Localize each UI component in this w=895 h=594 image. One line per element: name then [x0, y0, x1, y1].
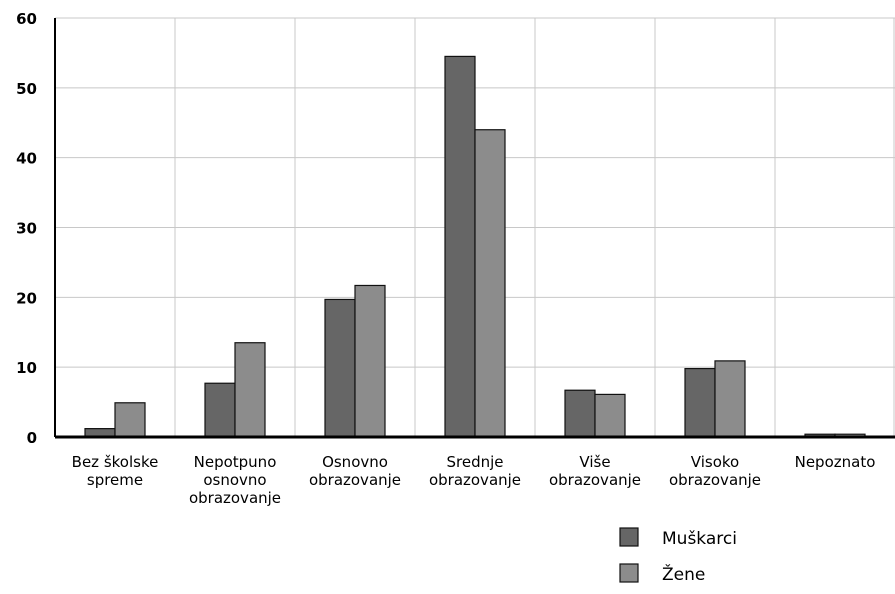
legend-label: Žene — [662, 563, 705, 585]
y-tick-label: 20 — [16, 289, 37, 307]
y-tick-label: 10 — [16, 359, 37, 377]
x-tick-label: Bez školske — [72, 453, 159, 471]
legend-swatch-muškarci — [619, 527, 639, 547]
bar-žene — [714, 360, 746, 438]
x-tick-label: Srednje — [446, 453, 503, 471]
x-tick-label: obrazovanje — [669, 471, 761, 489]
x-tick-label: Osnovno — [322, 453, 388, 471]
bar-žene — [354, 284, 386, 438]
legend-label: Muškarci — [662, 529, 737, 549]
x-tick-label: Visoko — [691, 453, 739, 471]
x-tick-label: Nepoznato — [795, 453, 876, 471]
x-tick-label: Nepotpuno — [194, 453, 277, 471]
legend-swatch-žene — [619, 563, 639, 583]
x-tick-label: Više — [579, 453, 610, 471]
x-tick-label: obrazovanje — [309, 471, 401, 489]
y-axis-ticks: 0 10 20 30 40 50 60 — [16, 10, 37, 447]
x-tick-label: osnovno — [203, 471, 266, 489]
y-tick-label: 0 — [27, 429, 37, 447]
x-axis-categories: Bez školskespremeNepotpunoosnovnoobrazov… — [72, 453, 876, 507]
bar-žene — [114, 402, 146, 438]
bar-muškarci — [564, 389, 596, 438]
axes — [54, 18, 895, 439]
bar-žene — [594, 393, 626, 438]
x-tick-label: obrazovanje — [549, 471, 641, 489]
bar-muškarci — [684, 367, 716, 438]
bar-žene — [474, 129, 506, 438]
bar-muškarci — [444, 55, 476, 438]
y-tick-label: 30 — [16, 220, 37, 238]
legend: Muškarci Žene — [619, 527, 737, 585]
x-tick-label: obrazovanje — [189, 489, 281, 507]
y-tick-label: 40 — [16, 150, 37, 168]
y-tick-label: 50 — [16, 80, 37, 98]
x-tick-label: obrazovanje — [429, 471, 521, 489]
bar-muškarci — [324, 298, 356, 438]
y-tick-label: 60 — [16, 10, 37, 28]
x-tick-label: spreme — [87, 471, 143, 489]
bars — [84, 55, 866, 438]
bar-muškarci — [204, 382, 236, 438]
bar-žene — [234, 342, 266, 438]
